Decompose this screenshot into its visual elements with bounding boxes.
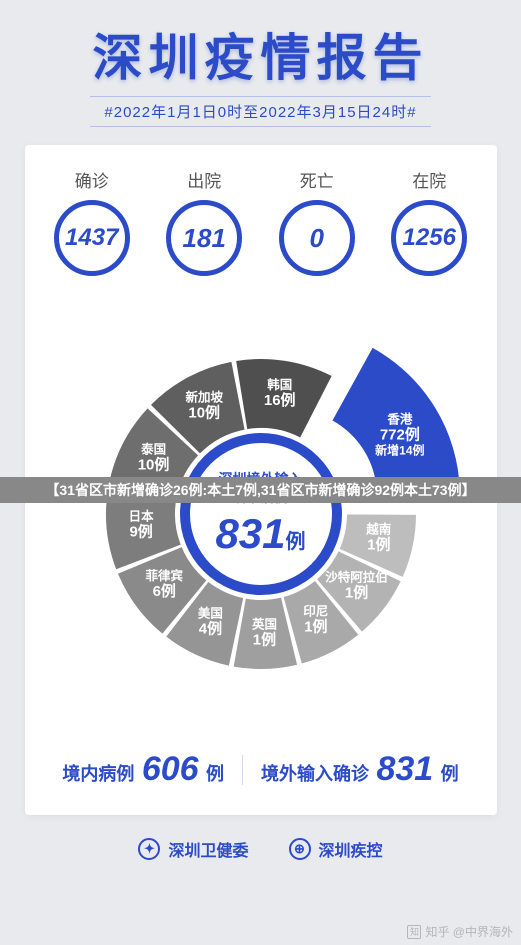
donut-chart: 香港772例新增14例越南1例沙特阿拉伯1例印尼1例英国1例美国4例菲律宾6例日… (51, 304, 471, 724)
footer-source-left: ✦ 深圳卫健委 (138, 837, 248, 861)
slice-label: 日本9例 (128, 508, 154, 540)
stat-label: 死亡 (300, 167, 334, 192)
date-range: #2022年1月1日0时至2022年3月15日24时# (90, 96, 430, 127)
page-title: 深圳疫情报告 (93, 18, 429, 90)
stat-value: 0 (279, 200, 355, 276)
slice-label: 新加坡10例 (185, 390, 223, 422)
watermark: 知 知乎 @中界海外 (407, 923, 513, 940)
zhihu-icon: 知 (407, 925, 421, 939)
stat-label: 确诊 (75, 167, 109, 192)
slice-label: 韩国16例 (263, 377, 295, 409)
donut-center: 深圳境外输入 确诊病例 831例 (180, 433, 342, 595)
slice-label: 泰国10例 (137, 441, 169, 473)
stat-label: 在院 (412, 167, 446, 192)
summary-imported: 境外输入确诊 831 例 (261, 750, 459, 789)
stat-label: 出院 (187, 167, 221, 192)
globe-icon: ⊕ (289, 838, 311, 860)
stat-discharged: 出院 181 (166, 167, 242, 276)
stat-confirmed: 确诊 1437 (54, 167, 130, 276)
stat-value: 181 (166, 200, 242, 276)
stat-deaths: 死亡 0 (279, 167, 355, 276)
summary-row: 境内病例 606 例 境外输入确诊 831 例 (39, 750, 483, 789)
divider (242, 755, 243, 785)
summary-domestic: 境内病例 606 例 (62, 750, 224, 789)
slice-label: 美国4例 (197, 605, 222, 637)
stat-value: 1256 (391, 200, 467, 276)
footer: ✦ 深圳卫健委 ⊕ 深圳疾控 (138, 837, 382, 861)
footer-source-right: ⊕ 深圳疾控 (289, 837, 383, 861)
overlay-banner: 【31省区市新增确诊26例:本土7例,31省区市新增确诊92例本土73例】 (0, 477, 521, 503)
slice-label: 越南1例 (365, 521, 392, 553)
badge-icon: ✦ (138, 838, 160, 860)
stats-row: 确诊 1437 出院 181 死亡 0 在院 1256 (39, 167, 483, 276)
slice-label: 英国1例 (251, 616, 276, 648)
donut-center-value: 831例 (215, 510, 305, 558)
slice-label: 印尼1例 (303, 604, 328, 635)
stat-hospital: 在院 1256 (391, 167, 467, 276)
stat-value: 1437 (54, 200, 130, 276)
